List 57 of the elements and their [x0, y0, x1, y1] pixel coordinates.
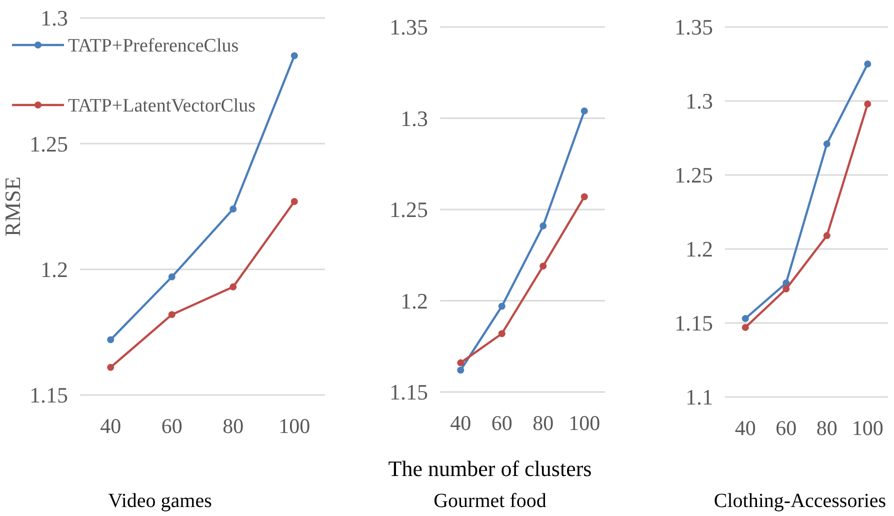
x-tick-label: 80 [532, 411, 554, 435]
point [864, 100, 872, 108]
y-tick-label: 1.2 [400, 288, 428, 314]
legend-label: TATP+LatentVectorClus [68, 96, 256, 117]
y-tick-label: 1.3 [40, 6, 68, 31]
x-tick-label: 40 [734, 416, 756, 440]
x-tick-label: 40 [450, 411, 472, 435]
x-tick-label: 60 [161, 414, 182, 438]
point [230, 283, 237, 290]
x-tick-label: 100 [568, 411, 600, 435]
y-tick-label: 1.35 [390, 14, 428, 40]
y-tick-label: 1.15 [674, 310, 713, 336]
y-tick-label: 1.3 [400, 106, 428, 131]
point [290, 52, 298, 60]
x-tick-label: 60 [491, 411, 512, 435]
point [823, 140, 830, 148]
y-tick-label: 1.25 [30, 131, 68, 156]
point [290, 198, 298, 205]
x-axis-title: The number of clusters [388, 456, 592, 481]
point [540, 262, 547, 270]
point [540, 222, 547, 230]
point [168, 311, 176, 318]
y-tick-label: 1.15 [30, 382, 68, 408]
y-tick-label: 1.25 [390, 197, 428, 222]
point [107, 364, 114, 371]
point [782, 285, 790, 292]
point [457, 366, 464, 374]
point [168, 273, 176, 280]
point [864, 60, 872, 68]
y-tick-label: 1.35 [674, 14, 713, 40]
point [498, 302, 506, 310]
y-tick-label: 1.2 [40, 257, 68, 282]
y-tick-label: 1.25 [674, 162, 713, 188]
text: Clothing-Accessories [714, 490, 886, 512]
x-tick-label: 100 [278, 414, 310, 438]
x-tick-label: 80 [816, 416, 838, 440]
text: Video games [108, 490, 212, 512]
x-tick-label: 100 [852, 416, 884, 440]
point [823, 232, 830, 240]
legend-label: TATP+PreferenceClus [68, 36, 239, 57]
point [457, 359, 464, 366]
point [742, 315, 749, 322]
y-tick-label: 1.3 [686, 88, 713, 114]
y-axis-title: RMSE [0, 176, 25, 236]
point [230, 206, 237, 213]
x-tick-label: 40 [100, 414, 122, 438]
point [498, 330, 506, 338]
x-tick-label: 80 [222, 414, 244, 438]
point [580, 107, 588, 114]
point [107, 336, 114, 344]
point [580, 193, 588, 200]
point [742, 324, 749, 331]
x-tick-label: 60 [776, 416, 797, 440]
y-tick-label: 1.2 [686, 236, 713, 262]
text: Gourmet food [434, 490, 546, 512]
y-tick-label: 1.15 [390, 380, 428, 405]
y-tick-label: 1.1 [686, 384, 713, 410]
